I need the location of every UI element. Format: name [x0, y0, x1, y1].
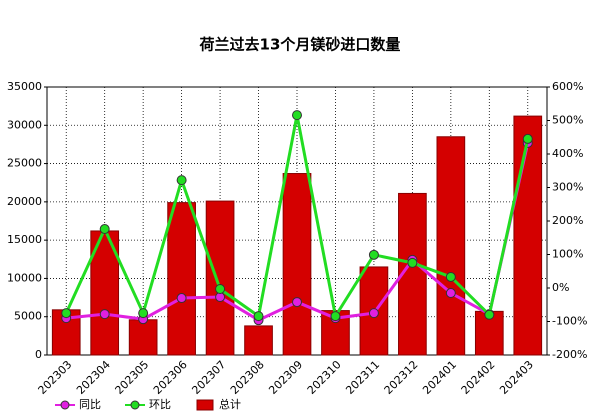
- marker: [292, 297, 302, 308]
- x-tick-label: 202310: [305, 358, 344, 397]
- bar: [244, 325, 273, 356]
- legend-label: 同比: [79, 398, 101, 411]
- y-tick-label: 20000: [7, 195, 42, 208]
- marker: [99, 309, 110, 320]
- marker: [445, 271, 456, 282]
- marker: [176, 293, 187, 304]
- bar: [513, 115, 543, 356]
- bar: [205, 200, 235, 356]
- chart-title: 荷兰过去13个月镁砂进口数量: [200, 36, 401, 54]
- y-tick-label: 30000: [7, 118, 42, 131]
- y2-tick-label: 500%: [552, 114, 583, 127]
- marker: [368, 249, 379, 260]
- y-tick-label: 35000: [7, 80, 42, 93]
- x-tick-label: 202403: [497, 358, 536, 397]
- y-tick-label: 5000: [14, 310, 42, 323]
- marker: [484, 309, 495, 320]
- bar: [436, 136, 466, 356]
- y2-tick-label: -200%: [552, 348, 587, 361]
- y-tick-label: 10000: [7, 271, 42, 284]
- y2-tick-label: 100%: [552, 248, 583, 261]
- y2-tick-label: 600%: [552, 80, 583, 93]
- marker: [253, 311, 264, 322]
- x-tick-label: 202309: [266, 358, 305, 397]
- bar: [167, 202, 196, 356]
- x-tick-label: 202402: [459, 358, 498, 397]
- legend-label: 环比: [149, 398, 171, 411]
- x-tick-label: 202303: [36, 358, 75, 397]
- marker: [368, 308, 379, 319]
- marker: [330, 311, 341, 322]
- legend-marker: [60, 400, 70, 410]
- y2-tick-label: 300%: [552, 181, 583, 194]
- y2-tick-label: 400%: [552, 147, 583, 160]
- y-tick-label: 15000: [7, 233, 42, 246]
- y-tick-label: 25000: [7, 157, 42, 170]
- bar: [282, 173, 312, 356]
- x-tick-label: 202306: [151, 358, 190, 397]
- y2-tick-label: 200%: [552, 214, 583, 227]
- y-tick-label: 0: [35, 348, 42, 361]
- y2-tick-label: 0%: [552, 281, 569, 294]
- x-tick-label: 202312: [382, 358, 421, 397]
- x-tick-label: 202304: [74, 358, 113, 397]
- marker: [292, 110, 302, 121]
- marker: [99, 224, 110, 235]
- marker: [445, 288, 456, 299]
- legend-marker: [130, 400, 140, 410]
- x-tick-label: 202305: [113, 358, 152, 397]
- x-tick-label: 202401: [420, 358, 459, 397]
- marker: [138, 308, 149, 319]
- marker: [407, 257, 418, 268]
- x-tick-label: 202311: [343, 358, 382, 397]
- marker: [215, 284, 226, 295]
- marker: [522, 133, 533, 144]
- bar: [128, 319, 158, 356]
- legend-swatch: [196, 399, 214, 411]
- legend-label: 总计: [219, 397, 241, 411]
- y2-tick-label: -100%: [552, 315, 587, 328]
- marker: [61, 308, 72, 319]
- x-tick-label: 202307: [189, 358, 228, 397]
- marker: [176, 175, 187, 186]
- x-tick-label: 202308: [228, 358, 267, 397]
